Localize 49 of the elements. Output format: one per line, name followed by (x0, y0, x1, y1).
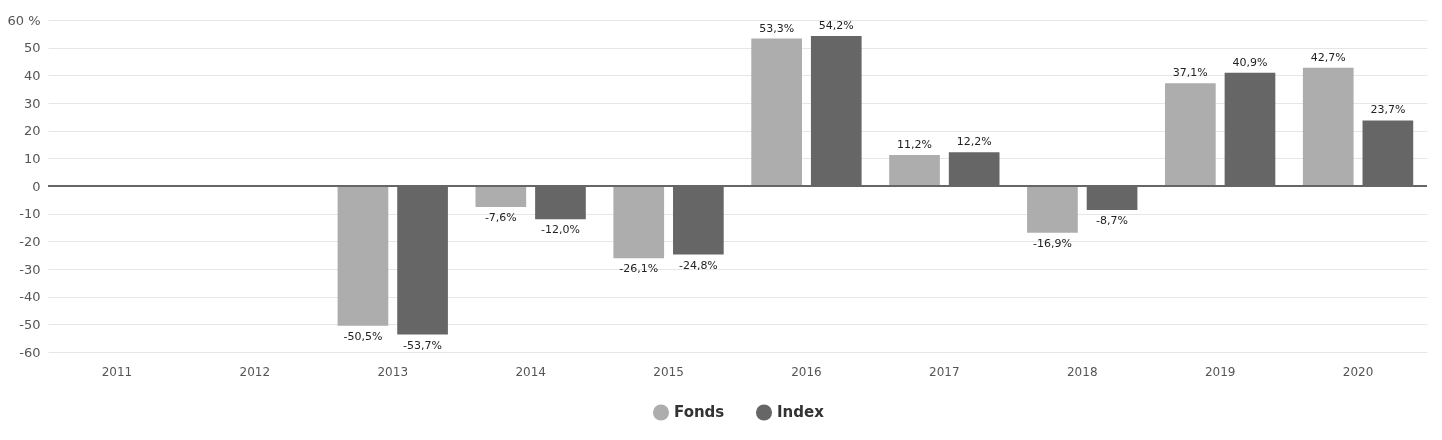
bar (1164, 83, 1216, 186)
x-tick-label: 2014 (515, 364, 546, 379)
data-label: 37,1% (1172, 66, 1208, 80)
bar (1302, 67, 1354, 186)
data-label: 40,9% (1232, 55, 1268, 69)
data-label: -26,1% (619, 262, 659, 276)
data-label: 54,2% (818, 19, 854, 33)
data-label: 23,7% (1370, 103, 1406, 117)
x-tick-label: 2018 (1066, 364, 1098, 379)
x-tick-label: 2019 (1204, 364, 1236, 379)
y-tick-label: 10 (23, 150, 41, 166)
y-tick-label: -40 (19, 289, 41, 305)
data-label: -8,7% (1096, 214, 1129, 228)
data-label: -7,6% (484, 211, 517, 225)
legend-label: Index (777, 403, 825, 422)
x-tick-label: 2013 (377, 364, 409, 379)
data-label: -24,8% (678, 258, 718, 272)
data-label: -16,9% (1032, 236, 1072, 250)
y-tick-label: -20 (19, 233, 41, 249)
data-label: 42,7% (1310, 50, 1346, 64)
bar (337, 186, 389, 326)
bar (751, 38, 802, 186)
y-tick-label: 30 (23, 95, 41, 111)
data-label: 11,2% (897, 138, 933, 152)
y-tick-label: 50 (23, 40, 41, 56)
x-tick-label: 2020 (1342, 364, 1374, 379)
x-tick-label: 2017 (929, 364, 960, 379)
y-tick-label: 0 (32, 178, 41, 194)
data-label: -53,7% (403, 338, 443, 352)
bar (1027, 186, 1078, 233)
x-tick-label: 2011 (101, 364, 133, 379)
x-tick-label: 2015 (653, 364, 684, 379)
y-tick-label: -10 (19, 206, 41, 222)
legend-label: Fonds (674, 403, 725, 422)
y-tick-label: -30 (19, 261, 41, 277)
bar (475, 186, 527, 208)
y-tick-label: 40 (23, 67, 41, 83)
bar (613, 186, 665, 259)
x-tick-label: 2016 (791, 364, 822, 379)
data-label: 53,3% (759, 21, 795, 35)
data-label: -50,5% (343, 329, 383, 343)
y-tick-label: 60 % (7, 12, 41, 28)
y-tick-label: -60 (19, 344, 41, 360)
y-tick-label: -50 (19, 316, 41, 332)
x-tick-label: 2012 (239, 364, 271, 379)
data-label: 12,2% (956, 135, 992, 149)
bar (889, 155, 940, 186)
data-label: -12,0% (541, 223, 580, 237)
y-tick-label: 20 (23, 123, 41, 139)
